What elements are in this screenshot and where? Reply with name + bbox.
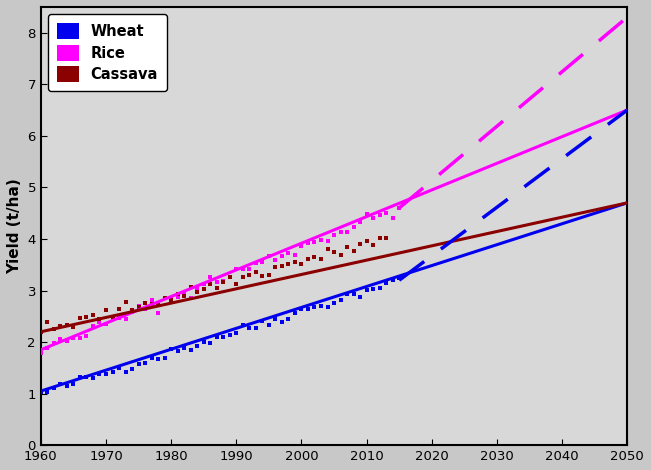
Legend: Wheat, Rice, Cassava: Wheat, Rice, Cassava [48, 14, 167, 91]
Y-axis label: Yield (t/ha): Yield (t/ha) [7, 178, 22, 274]
